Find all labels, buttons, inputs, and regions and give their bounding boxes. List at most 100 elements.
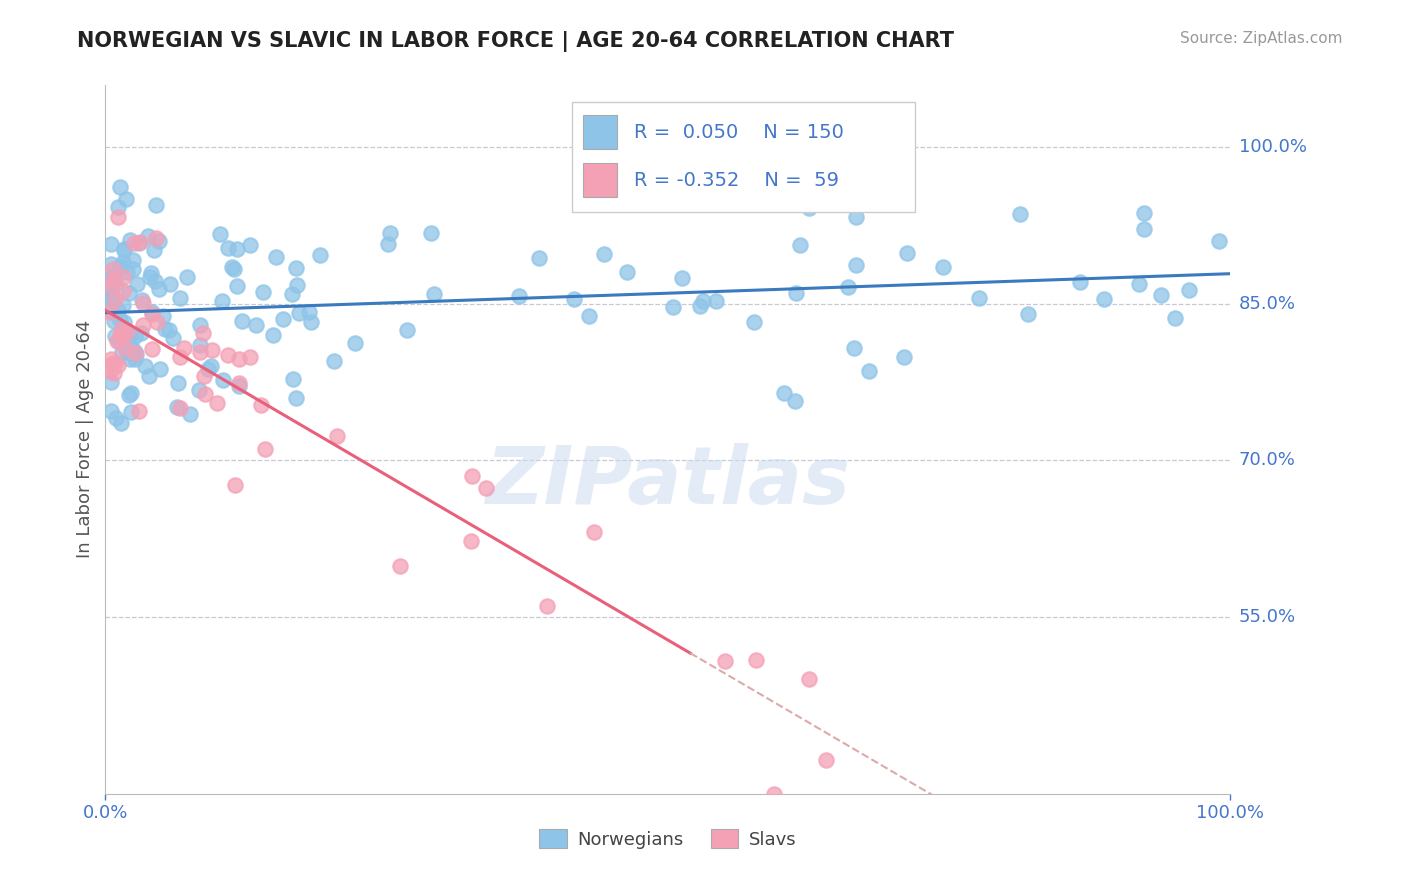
Point <box>110 416 132 430</box>
Point <box>103 271 125 285</box>
Point <box>136 228 159 243</box>
Point <box>281 286 304 301</box>
Point <box>100 297 122 311</box>
Point <box>1017 307 1039 321</box>
Point <box>108 180 131 194</box>
Point <box>217 348 239 362</box>
Point <box>212 373 235 387</box>
Point <box>1133 221 1156 235</box>
Point <box>111 329 134 343</box>
Point <box>201 343 224 357</box>
Point <box>121 345 143 359</box>
Point <box>423 286 446 301</box>
Point <box>103 292 125 306</box>
Point <box>285 260 308 275</box>
Text: ZIPatlas: ZIPatlas <box>485 442 851 521</box>
Point <box>285 392 308 406</box>
Point <box>101 356 124 370</box>
Text: 70.0%: 70.0% <box>1239 451 1295 469</box>
Point <box>131 293 153 307</box>
Bar <box>583 115 617 149</box>
Point <box>128 404 150 418</box>
Point <box>107 211 129 225</box>
Point <box>138 369 160 384</box>
Point <box>745 653 768 667</box>
Point <box>844 341 866 355</box>
Point <box>704 293 727 308</box>
Point <box>112 270 135 285</box>
Point <box>145 197 167 211</box>
Point <box>134 359 156 374</box>
Point <box>117 335 139 350</box>
Point <box>118 286 141 301</box>
Point <box>108 334 131 348</box>
Point <box>139 266 162 280</box>
Point <box>893 350 915 364</box>
Point <box>208 227 231 241</box>
Point <box>107 200 129 214</box>
Point <box>124 328 146 343</box>
Point <box>120 327 142 342</box>
Point <box>104 328 127 343</box>
Point <box>100 282 122 296</box>
Text: NORWEGIAN VS SLAVIC IN LABOR FORCE | AGE 20-64 CORRELATION CHART: NORWEGIAN VS SLAVIC IN LABOR FORCE | AGE… <box>77 31 955 53</box>
Point <box>188 318 211 332</box>
Point <box>742 315 765 329</box>
Point <box>1133 206 1156 220</box>
Point <box>143 243 166 257</box>
Point <box>112 242 135 256</box>
Point <box>104 410 127 425</box>
Point <box>97 277 120 292</box>
Point <box>187 383 209 397</box>
Point <box>114 341 136 355</box>
Point <box>193 387 215 401</box>
Text: 55.0%: 55.0% <box>1239 607 1296 625</box>
Text: R =  0.050    N = 150: R = 0.050 N = 150 <box>634 123 844 142</box>
Point <box>1008 207 1031 221</box>
Point <box>692 293 714 308</box>
Point <box>118 387 141 401</box>
Point <box>149 362 172 376</box>
Point <box>122 235 145 250</box>
Point <box>191 326 214 341</box>
Point <box>231 314 253 328</box>
Point <box>112 243 135 257</box>
Point <box>239 350 262 364</box>
Point <box>100 270 122 285</box>
Point <box>271 312 294 326</box>
Point <box>104 355 127 369</box>
Point <box>661 300 683 314</box>
Point <box>146 315 169 329</box>
Point <box>188 345 211 359</box>
Point <box>207 396 229 410</box>
Point <box>112 315 135 329</box>
Point <box>378 226 401 240</box>
Point <box>254 442 277 457</box>
Point <box>162 331 184 345</box>
Point <box>120 404 142 418</box>
Text: R = -0.352    N =  59: R = -0.352 N = 59 <box>634 171 839 190</box>
Point <box>1092 292 1115 306</box>
Point <box>583 524 606 539</box>
Point <box>148 234 170 248</box>
Point <box>578 309 600 323</box>
Point <box>896 246 918 260</box>
Point <box>474 481 496 495</box>
Y-axis label: In Labor Force | Age 20-64: In Labor Force | Age 20-64 <box>76 320 94 558</box>
Point <box>107 302 129 317</box>
Point <box>139 269 162 284</box>
Text: 85.0%: 85.0% <box>1239 294 1295 313</box>
Point <box>125 347 148 361</box>
Point <box>100 304 122 318</box>
Point <box>281 372 304 386</box>
Point <box>176 269 198 284</box>
Point <box>121 253 143 268</box>
Point <box>797 201 820 215</box>
Point <box>508 289 530 303</box>
Point <box>845 258 868 272</box>
Point <box>785 285 807 300</box>
Point <box>157 323 180 337</box>
Point <box>714 655 737 669</box>
Point <box>121 261 143 276</box>
Point <box>132 318 155 332</box>
